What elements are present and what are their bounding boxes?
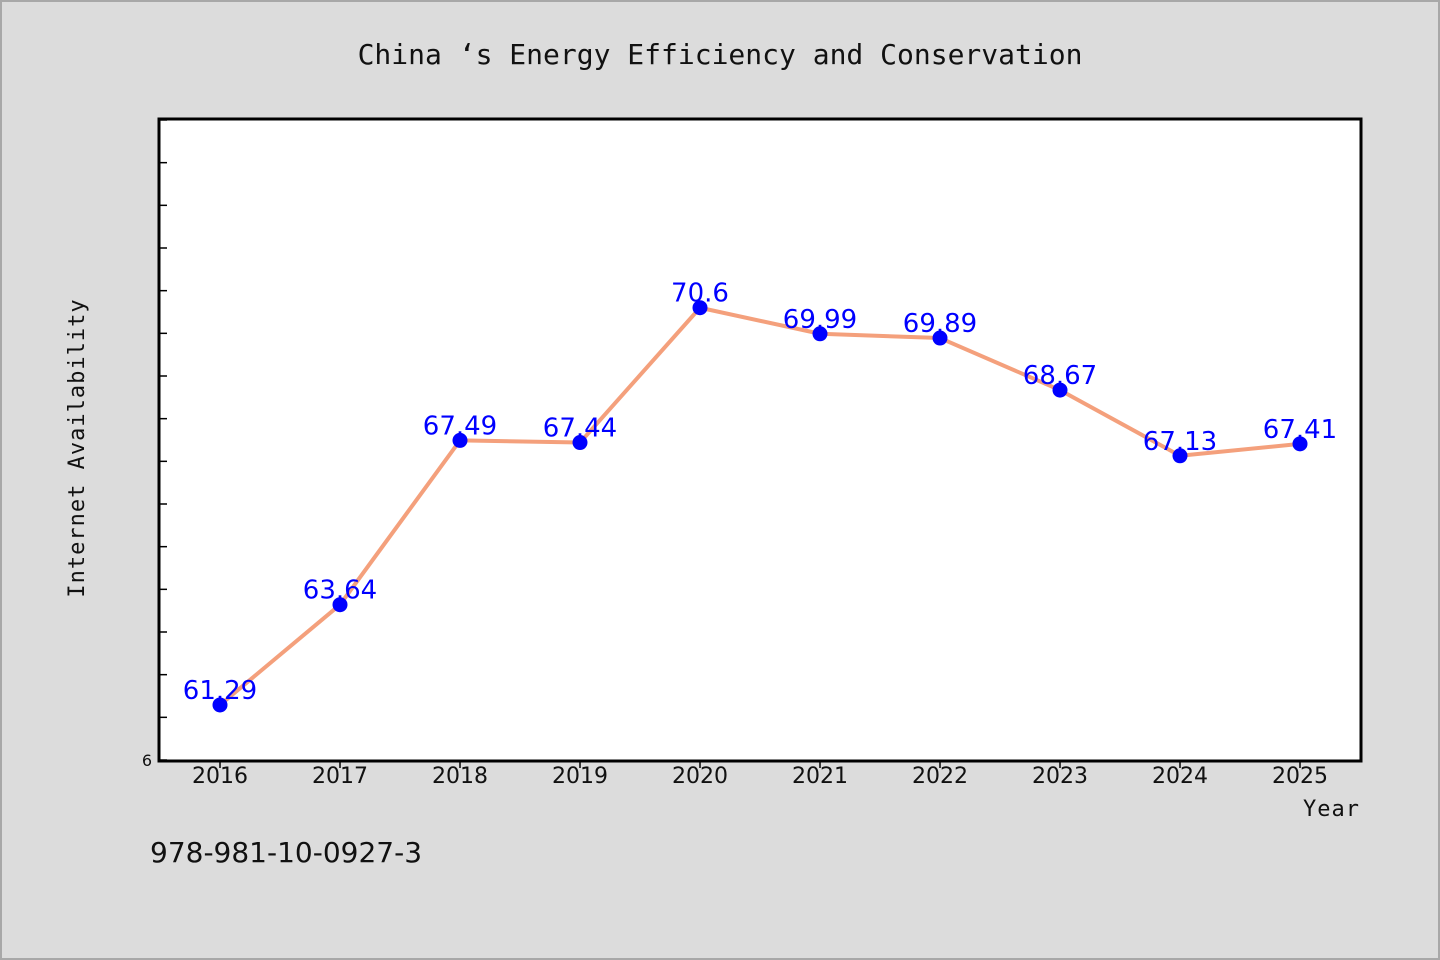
- x-tick-label: 2021: [792, 764, 848, 789]
- x-tick-label: 2025: [1272, 764, 1328, 789]
- x-tick-label: 2020: [672, 764, 728, 789]
- plot-area: [157, 117, 1363, 763]
- x-tick-label: 2023: [1032, 764, 1088, 789]
- data-label: 70.6: [671, 279, 729, 309]
- data-point: [452, 432, 468, 448]
- series-line: [218, 305, 1302, 707]
- x-axis-label: Year: [1303, 797, 1360, 822]
- data-points: [212, 300, 1308, 713]
- data-label: 69.89: [903, 309, 977, 339]
- y-axis-label: Internet Availability: [65, 298, 90, 597]
- x-tick-label: 2016: [192, 764, 248, 789]
- data-point: [812, 326, 828, 342]
- x-tick-label: 2018: [432, 764, 488, 789]
- data-label: 67.41: [1263, 415, 1337, 445]
- data-point: [1292, 436, 1308, 452]
- data-label: 67.13: [1143, 427, 1217, 457]
- data-point: [932, 330, 948, 346]
- chart-title: China ‘s Energy Efficiency and Conservat…: [358, 38, 1083, 71]
- x-tick-label: 2024: [1152, 764, 1208, 789]
- x-tick-label: 2022: [912, 764, 968, 789]
- data-point: [1052, 382, 1068, 398]
- data-label: 69.99: [783, 305, 857, 335]
- data-labels: 61.29 63.64 67.49 67.44 70.6 69.99 69.89 68.67 6…: [183, 279, 1337, 706]
- data-label: 63.64: [303, 576, 377, 606]
- data-point: [332, 597, 348, 613]
- x-tick-label: 2017: [312, 764, 368, 789]
- data-point: [692, 300, 708, 316]
- data-label: 67.49: [423, 411, 497, 441]
- y-axis-ticks: [160, 119, 167, 761]
- y-axis-min-label: 6: [142, 751, 152, 770]
- data-point: [1172, 448, 1188, 464]
- data-label: 67.44: [543, 414, 617, 444]
- x-axis-ticks: 2016 2017 2018 2019 2020 2021 2022 2023 2024 2025: [192, 760, 1328, 789]
- data-point: [572, 435, 588, 451]
- data-point: [212, 697, 228, 713]
- data-label: 68.67: [1023, 361, 1097, 391]
- x-tick-label: 2019: [552, 764, 608, 789]
- data-label: 61.29: [183, 676, 257, 706]
- footer-isbn: 978-981-10-0927-3: [150, 836, 422, 869]
